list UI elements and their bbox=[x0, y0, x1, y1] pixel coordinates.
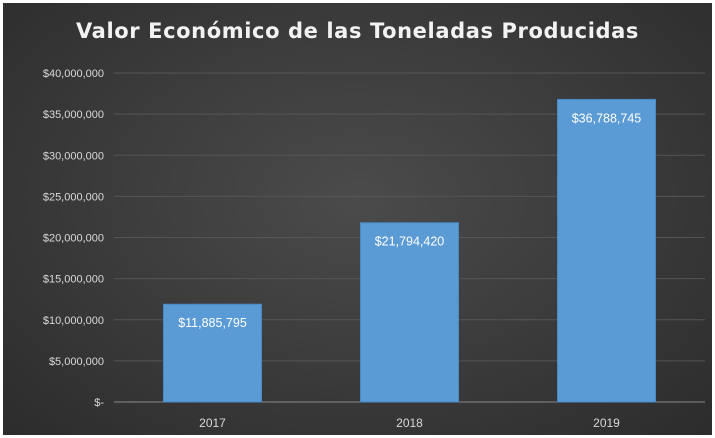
y-tick-label: $30,000,000 bbox=[43, 150, 104, 162]
data-label-2019: $36,788,745 bbox=[572, 111, 642, 125]
chart-title: Valor Económico de las Toneladas Produci… bbox=[75, 19, 640, 43]
y-tick-label: $10,000,000 bbox=[43, 315, 104, 327]
data-label-2018: $21,794,420 bbox=[375, 235, 445, 249]
y-tick-label: $40,000,000 bbox=[43, 68, 104, 80]
y-tick-label: $25,000,000 bbox=[43, 191, 104, 203]
y-tick-label: $15,000,000 bbox=[43, 274, 104, 286]
y-axis-ticks: $- $5,000,000 $10,000,000 $15,000,000 $20,00… bbox=[43, 68, 105, 409]
x-tick-label-2018: 2018 bbox=[396, 416, 423, 430]
x-axis-categories: 2017 2018 2019 bbox=[199, 416, 620, 430]
bar-2019 bbox=[557, 98, 656, 403]
bar-2018 bbox=[360, 222, 459, 403]
y-tick-label: $20,000,000 bbox=[43, 233, 104, 245]
x-tick-label-2019: 2019 bbox=[593, 416, 620, 430]
data-labels: $11,885,795 $21,794,420 $36,788,745 bbox=[178, 111, 641, 330]
y-tick-label: $5,000,000 bbox=[49, 356, 104, 368]
bars bbox=[163, 98, 656, 403]
y-tick-label: $- bbox=[94, 397, 104, 409]
bar-2017 bbox=[163, 303, 262, 403]
x-tick-label-2017: 2017 bbox=[199, 416, 226, 430]
y-tick-label: $35,000,000 bbox=[43, 109, 104, 121]
data-label-2017: $11,885,795 bbox=[178, 316, 247, 330]
